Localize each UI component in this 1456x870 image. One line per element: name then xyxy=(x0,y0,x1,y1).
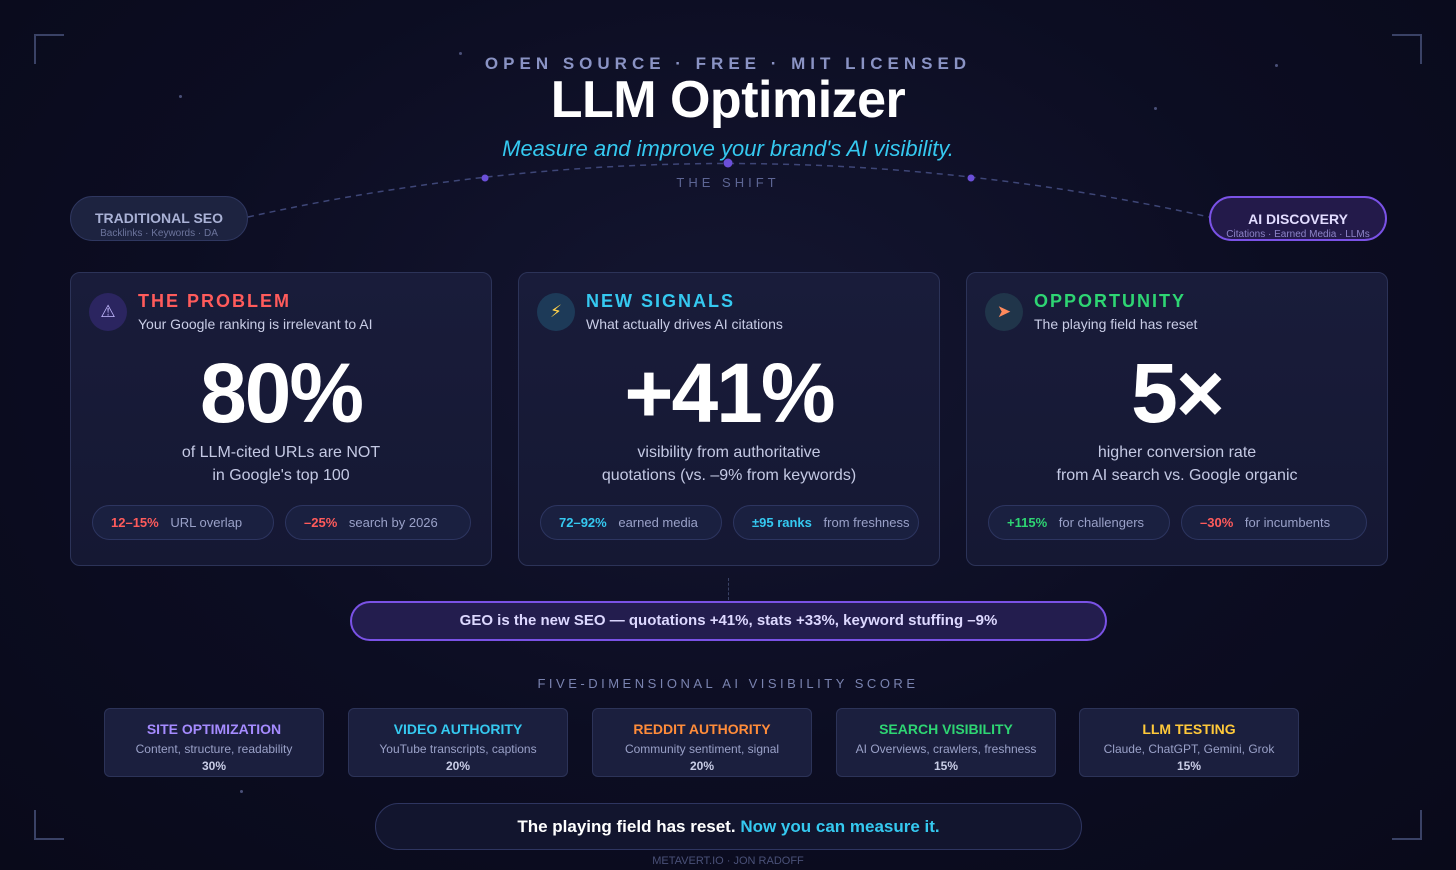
dimension-name: VIDEO AUTHORITY xyxy=(393,721,523,737)
card-big-stat: 80% xyxy=(199,346,364,440)
dimension-name: SEARCH VISIBILITY xyxy=(879,721,1013,737)
card-label: THE PROBLEM xyxy=(138,291,292,311)
geo-banner: GEO is the new SEO — quotations +41%, st… xyxy=(350,601,1107,641)
card-big-stat: +41% xyxy=(624,346,835,440)
dimension-desc: AI Overviews, crawlers, freshness xyxy=(855,742,1037,756)
shift-label: THE SHIFT xyxy=(676,175,780,190)
dimension-card-site-optimization: SITE OPTIMIZATION Content, structure, re… xyxy=(104,708,324,777)
new-signals-card: ⚡ NEW SIGNALS What actually drives AI ci… xyxy=(518,272,940,566)
corner-bracket-bottom-left xyxy=(34,810,64,840)
corner-bracket-top-left xyxy=(34,34,64,64)
star-dot xyxy=(459,52,462,55)
card-description: higher conversion rate from AI search vs… xyxy=(967,441,1387,487)
chip-text: from freshness xyxy=(823,515,910,530)
shift-arc xyxy=(247,158,1210,218)
chip-value: 72–92% xyxy=(559,515,607,530)
pill-title: TRADITIONAL SEO xyxy=(94,210,224,226)
dimension-weight: 15% xyxy=(1176,759,1202,773)
card-desc-line: of LLM-cited URLs are NOT xyxy=(181,444,381,461)
dimension-card-video-authority: VIDEO AUTHORITY YouTube transcripts, cap… xyxy=(348,708,568,777)
star-dot xyxy=(1275,64,1278,67)
dimension-card-search-visibility: SEARCH VISIBILITY AI Overviews, crawlers… xyxy=(836,708,1056,777)
chip-text: for incumbents xyxy=(1244,515,1331,530)
dimension-desc: YouTube transcripts, captions xyxy=(379,742,537,756)
dimension-desc: Claude, ChatGPT, Gemini, Grok xyxy=(1103,742,1275,756)
chip-text: search by 2026 xyxy=(348,515,438,530)
star-dot xyxy=(1154,107,1157,110)
dimension-name: LLM TESTING xyxy=(1142,721,1236,737)
arc-node xyxy=(723,158,733,168)
dashed-connector xyxy=(728,578,729,600)
dimensions-heading: FIVE-DIMENSIONAL AI VISIBILITY SCORE xyxy=(537,676,919,691)
dimension-desc: Content, structure, readability xyxy=(135,742,293,756)
chip-value: 12–15% xyxy=(111,515,159,530)
card-desc-line: quotations (vs. –9% from keywords) xyxy=(601,467,857,484)
pill-subtitle: Citations · Earned Media · LLMs xyxy=(1226,229,1370,240)
opportunity-card: ➤ OPPORTUNITY The playing field has rese… xyxy=(966,272,1388,566)
corner-bracket-bottom-right xyxy=(1392,810,1422,840)
card-desc-line: higher conversion rate xyxy=(1097,444,1257,461)
footer-callout: The playing field has reset. Now you can… xyxy=(375,803,1082,850)
chip-value: –30% xyxy=(1200,515,1234,530)
chip-text: earned media xyxy=(618,515,698,530)
card-big-stat: 5× xyxy=(1131,346,1225,440)
card-label: OPPORTUNITY xyxy=(1034,291,1187,311)
page-title: LLM Optimizer xyxy=(550,71,906,129)
chip-value: +115% xyxy=(1007,515,1048,530)
card-subtitle: What actually drives AI citations xyxy=(586,316,783,332)
dimension-name: SITE OPTIMIZATION xyxy=(146,721,282,737)
stat-chip: –25% search by 2026 xyxy=(285,505,471,540)
ai-discovery-pill: AI DISCOVERY Citations · Earned Media · … xyxy=(1209,196,1387,241)
arc-node xyxy=(967,174,975,182)
traditional-seo-pill: TRADITIONAL SEO Backlinks · Keywords · D… xyxy=(70,196,248,241)
stat-chip: 72–92% earned media xyxy=(540,505,722,540)
star-dot xyxy=(240,790,243,793)
dimension-desc: Community sentiment, signal xyxy=(624,742,780,756)
problem-card: ⚠ THE PROBLEM Your Google ranking is irr… xyxy=(70,272,492,566)
header-kicker: OPEN SOURCE · FREE · MIT LICENSED xyxy=(484,54,972,73)
dimension-card-reddit-authority: REDDIT AUTHORITY Community sentiment, si… xyxy=(592,708,812,777)
stat-chip: 12–15% URL overlap xyxy=(92,505,274,540)
card-description: of LLM-cited URLs are NOT in Google's to… xyxy=(71,441,491,487)
pill-subtitle: Backlinks · Keywords · DA xyxy=(100,228,218,239)
dimension-name: REDDIT AUTHORITY xyxy=(633,721,771,737)
chip-text: URL overlap xyxy=(170,515,243,530)
corner-bracket-top-right xyxy=(1392,34,1422,64)
card-subtitle: The playing field has reset xyxy=(1034,316,1198,332)
dimension-card-llm-testing: LLM TESTING Claude, ChatGPT, Gemini, Gro… xyxy=(1079,708,1299,777)
card-desc-line: from AI search vs. Google organic xyxy=(1056,467,1298,484)
dimension-weight: 20% xyxy=(445,759,471,773)
credit-line: METAVERT.IO · JON RADOFF xyxy=(652,855,804,867)
chip-value: –25% xyxy=(304,515,338,530)
tagline: Measure and improve your brand's AI visi… xyxy=(502,136,954,161)
rocket-icon: ➤ xyxy=(985,293,1023,331)
arc-node xyxy=(481,174,489,182)
chip-value: ±95 ranks xyxy=(752,515,812,530)
card-desc-line: visibility from authoritative xyxy=(637,444,821,461)
footer-highlight: Now you can measure it. xyxy=(740,817,940,836)
dimension-weight: 20% xyxy=(689,759,715,773)
stat-chip: +115% for challengers xyxy=(988,505,1170,540)
star-dot xyxy=(179,95,182,98)
dimension-weight: 30% xyxy=(201,759,227,773)
chip-text: for challengers xyxy=(1058,515,1145,530)
warning-icon: ⚠ xyxy=(89,293,127,331)
card-description: visibility from authoritative quotations… xyxy=(519,441,939,487)
stat-chip: –30% for incumbents xyxy=(1181,505,1367,540)
card-desc-line: in Google's top 100 xyxy=(212,467,350,484)
pill-title: AI DISCOVERY xyxy=(1248,211,1348,227)
footer-text: The playing field has reset. xyxy=(517,817,736,836)
card-label: NEW SIGNALS xyxy=(586,291,736,311)
card-subtitle: Your Google ranking is irrelevant to AI xyxy=(138,316,373,332)
dimension-weight: 15% xyxy=(933,759,959,773)
lightning-icon: ⚡ xyxy=(537,293,575,331)
stat-chip: ±95 ranks from freshness xyxy=(733,505,919,540)
